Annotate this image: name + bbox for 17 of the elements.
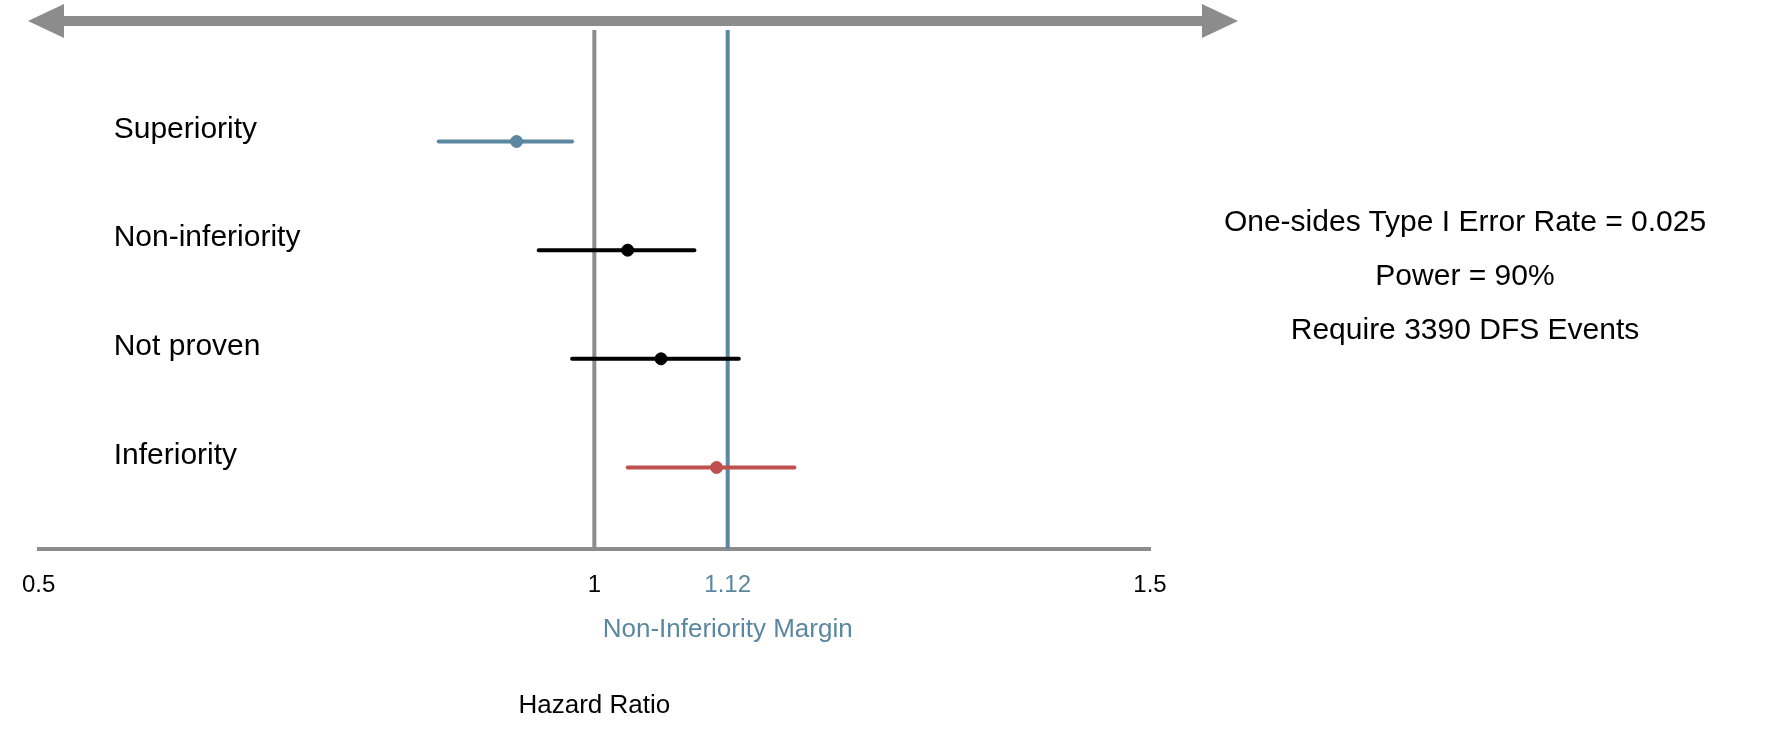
text: One-sides Type I Error Rate = 0.025: [1223, 204, 1707, 238]
point: [654, 352, 668, 366]
point: [621, 243, 635, 257]
x-tick-label: 1: [587, 570, 602, 598]
y-tick-label: Inferiority: [113, 436, 238, 470]
ref-line-label: Non-Inferiority Margin: [602, 613, 853, 644]
text: Require 3390 DFS Events: [1290, 312, 1640, 346]
x-tick-label: 1.12: [704, 570, 752, 598]
y-tick-label: Not proven: [113, 328, 261, 362]
x-axis-title: Hazard Ratio: [518, 688, 671, 719]
y-tick-label: Superiority: [113, 110, 258, 144]
point: [510, 135, 524, 148]
x-tick-label: 0.5: [21, 570, 56, 598]
y-tick-label: Non-inferiority: [113, 219, 301, 253]
point: [710, 461, 724, 474]
text: Power = 90%: [1375, 258, 1555, 292]
x-tick-label: 1.5: [1133, 570, 1167, 598]
